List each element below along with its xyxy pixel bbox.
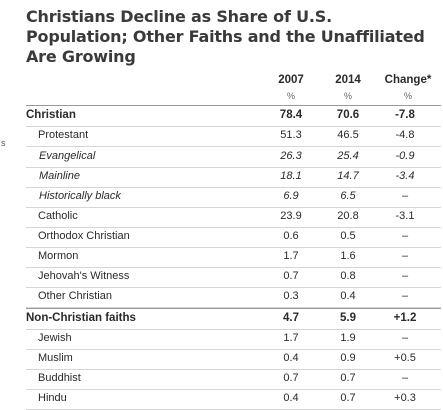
row-label: Muslim [38, 352, 73, 364]
value-2007: 1.7 [283, 250, 299, 262]
value-2014: 0.7 [340, 372, 356, 384]
row-label: Historically black [39, 190, 121, 202]
value-2014: 0.5 [340, 230, 356, 242]
value-2007: 0.7 [283, 270, 299, 282]
value-change: – [401, 190, 409, 202]
row-label: Jewish [38, 332, 72, 344]
column-header-change: Change* [384, 74, 432, 86]
stray-character: s [1, 138, 6, 148]
column-header-2014: 2014 [335, 74, 361, 86]
value-change: – [401, 372, 409, 384]
table-row: Christian 78.4 70.6 -7.8 [26, 105, 441, 127]
row-label: Non-Christian faiths [26, 312, 136, 324]
value-change: – [401, 290, 409, 302]
value-change: +0.5 [394, 352, 416, 364]
table-row: Jehovah's Witness 0.7 0.8 – [26, 267, 441, 288]
value-2007: 6.9 [283, 190, 299, 202]
row-label: Hindu [38, 392, 67, 404]
table-row: Buddhist 0.7 0.7 – [26, 369, 441, 390]
value-2014: 25.4 [337, 150, 359, 162]
row-label: Protestant [38, 129, 89, 141]
row-label: Catholic [38, 210, 78, 222]
value-2007: 1.7 [283, 332, 299, 344]
value-2014: 70.6 [336, 109, 360, 121]
value-2007: 0.4 [283, 352, 299, 364]
table-row: Evangelical 26.3 25.4 -0.9 [26, 147, 441, 168]
value-2014: 20.8 [337, 210, 359, 222]
value-2007: 23.9 [280, 210, 302, 222]
value-2014: 0.9 [340, 352, 356, 364]
value-2014: 0.4 [340, 290, 356, 302]
value-change: – [401, 332, 409, 344]
value-2007: 26.3 [280, 150, 302, 162]
row-label: Orthodox Christian [38, 230, 130, 242]
row-label: Mormon [38, 250, 79, 262]
table-row: Jewish 1.7 1.9 – [26, 329, 441, 350]
unit-label-2007: % [286, 91, 295, 101]
table-row: Other Christian 0.3 0.4 – [26, 287, 441, 308]
row-label: Christian [26, 109, 76, 121]
value-2007: 4.7 [283, 312, 299, 324]
page-title: Christians Decline as Share of U.S. Popu… [26, 7, 425, 66]
value-2007: 78.4 [279, 109, 303, 121]
value-change: – [401, 270, 409, 282]
value-2014: 5.9 [340, 312, 356, 324]
value-change: -3.4 [395, 170, 415, 182]
value-2014: 1.9 [340, 332, 356, 344]
table-row: Mainline 18.1 14.7 -3.4 [26, 167, 441, 188]
value-2007: 51.3 [280, 129, 302, 141]
row-label: Jehovah's Witness [38, 270, 130, 282]
value-change: -3.1 [395, 210, 415, 222]
row-label: Buddhist [38, 372, 81, 384]
value-2007: 0.4 [283, 392, 299, 404]
value-2014: 14.7 [337, 170, 359, 182]
value-2014: 1.6 [340, 250, 356, 262]
value-change: -7.8 [395, 109, 415, 121]
unit-label-change: % [403, 91, 412, 101]
value-2007: 0.7 [283, 372, 299, 384]
table-row: Historically black 6.9 6.5 – [26, 187, 441, 208]
value-change: – [401, 230, 409, 242]
value-change: +1.2 [393, 312, 417, 324]
table-row: Catholic 23.9 20.8 -3.1 [26, 207, 441, 228]
row-label: Evangelical [39, 150, 96, 162]
unit-label-2014: % [343, 91, 352, 101]
table-row: Mormon 1.7 1.6 – [26, 247, 441, 268]
value-2014: 0.8 [340, 270, 356, 282]
column-header-2007: 2007 [278, 74, 304, 86]
value-2014: 0.7 [340, 392, 356, 404]
value-2014: 6.5 [340, 190, 356, 202]
value-change: +0.3 [394, 392, 416, 404]
value-2007: 18.1 [280, 170, 302, 182]
table-row: Muslim 0.4 0.9 +0.5 [26, 349, 441, 370]
table-row: Protestant 51.3 46.5 -4.8 [26, 126, 441, 147]
table-row: Non-Christian faiths 4.7 5.9 +1.2 [26, 308, 441, 330]
row-label: Mainline [39, 170, 80, 182]
row-label: Other Christian [38, 290, 112, 302]
value-2007: 0.6 [283, 230, 299, 242]
value-2007: 0.3 [283, 290, 299, 302]
value-change: -0.9 [395, 150, 415, 162]
value-change: -4.8 [395, 129, 415, 141]
value-change: – [401, 250, 409, 262]
table-row: Orthodox Christian 0.6 0.5 – [26, 227, 441, 248]
value-2014: 46.5 [337, 129, 359, 141]
